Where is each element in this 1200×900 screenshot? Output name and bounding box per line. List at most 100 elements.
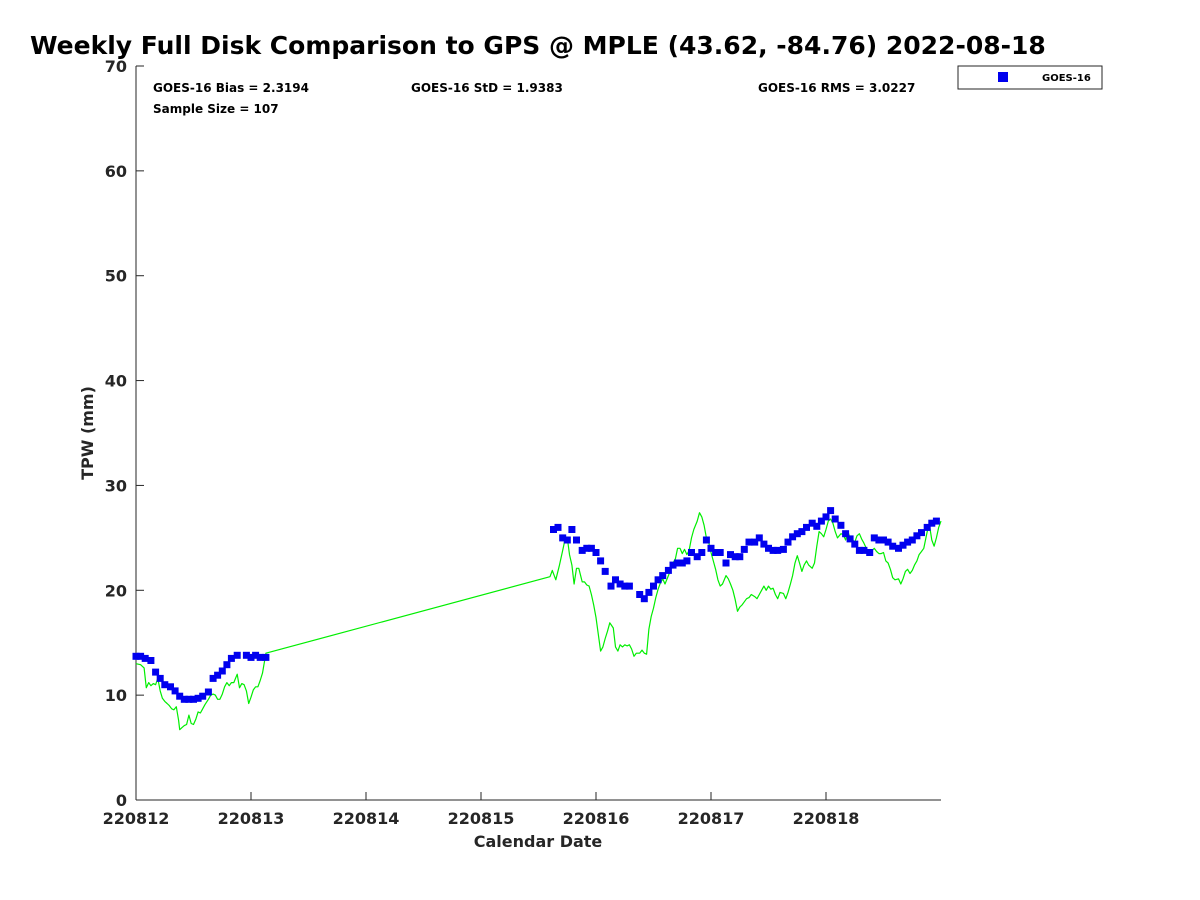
goes-16-point [846, 535, 854, 543]
goes-16-point [218, 667, 226, 675]
y-axis-label: TPW (mm) [78, 386, 97, 480]
goes-16-point [214, 671, 222, 679]
goes-16-point [860, 546, 868, 554]
goes-16-point [597, 557, 605, 565]
goes-16-point [233, 651, 241, 659]
legend: GOES-16 [957, 65, 1103, 90]
goes-16-point [550, 526, 557, 533]
plot-axes: 0 10 20 30 40 50 60 70 220812 220813 220814 220815 2… [103, 57, 941, 828]
goes-16-point [923, 523, 931, 531]
goes-16-point [242, 651, 250, 659]
goes-16-point [870, 534, 878, 542]
x-tick-label: 220817 [678, 809, 745, 828]
goes-16-point [156, 674, 164, 682]
goes-16-point [736, 553, 744, 561]
y-tick-label: 40 [105, 372, 127, 391]
goes-16-point [904, 538, 912, 546]
y-tick-label: 50 [105, 267, 127, 286]
goes-16-point [573, 536, 580, 544]
goes-16-point [654, 576, 662, 584]
goes-16-point [252, 651, 260, 659]
goes-16-point [774, 546, 782, 554]
gps-series [135, 512, 942, 731]
goes-16-point [712, 549, 720, 556]
goes-16-point [760, 540, 768, 548]
goes-16-point [199, 692, 207, 700]
goes-16-point [827, 507, 835, 515]
goes-16-point [813, 522, 821, 530]
goes-16-point [612, 576, 619, 584]
y-tick-label: 30 [105, 476, 127, 495]
goes-16-point [616, 580, 624, 588]
goes-16-point [899, 541, 907, 549]
goes-16-point [678, 559, 686, 567]
goes-16-point [731, 553, 739, 561]
goes-16-point [132, 652, 140, 660]
goes-16-point [601, 567, 609, 575]
goes-16-point [693, 553, 701, 561]
goes-16-point [167, 683, 174, 691]
x-tick-label: 220818 [793, 809, 860, 828]
goes-16-point [592, 549, 600, 556]
goes-16-point [152, 668, 160, 676]
goes-16-point [817, 517, 825, 525]
goes-16-point [928, 519, 936, 527]
goes-16-point [554, 523, 562, 531]
goes-16-point [740, 545, 748, 553]
goes-16-point [621, 582, 629, 590]
goes-16-point [842, 530, 850, 538]
goes-16-point [765, 544, 772, 552]
goes-16-point [913, 532, 921, 540]
goes-16-point [209, 674, 217, 682]
bias-stat: GOES-16 Bias = 2.3194 [153, 81, 309, 95]
goes-16-point [180, 695, 188, 703]
goes-16-point [161, 681, 169, 689]
goes-16-point [702, 536, 710, 544]
goes-16-point [698, 549, 706, 556]
goes-16-point [247, 653, 255, 661]
goes-16-point [578, 546, 586, 554]
y-tick-label: 10 [105, 686, 127, 705]
goes-16-point [831, 515, 839, 523]
goes-16-point [789, 533, 797, 541]
goes-16-point [190, 695, 197, 703]
goes-16-point [683, 557, 691, 565]
goes-16-point [688, 549, 695, 556]
goes-16-point [722, 559, 730, 567]
goes-16-point [194, 694, 202, 702]
x-tick-label: 220814 [333, 809, 400, 828]
goes-16-point [607, 582, 615, 590]
y-tick-label: 20 [105, 581, 127, 600]
goes-16-point [751, 538, 759, 546]
legend-label-goes-16: GOES-16 [1042, 73, 1091, 84]
goes-16-point [908, 536, 916, 544]
goes-16-point [625, 582, 633, 590]
goes-16-point [223, 661, 231, 669]
x-tick-label: 220813 [218, 809, 285, 828]
legend-box [957, 65, 1103, 90]
goes-16-point [583, 544, 591, 552]
goes-16-point [707, 544, 715, 552]
goes-16-point [262, 653, 270, 661]
goes-16-point [563, 536, 571, 544]
goes-16-point [674, 559, 682, 567]
goes-16-point [875, 536, 883, 544]
goes-16-point [895, 544, 902, 552]
goes-16-point [851, 540, 859, 548]
goes-16-point [640, 595, 648, 603]
y-tick-label: 70 [105, 57, 127, 76]
goes-16-point [185, 695, 193, 703]
x-tick-label: 220812 [103, 809, 170, 828]
goes-16-point [866, 549, 874, 556]
x-tick-label: 220815 [448, 809, 515, 828]
goes-16-point [147, 657, 155, 664]
goes-16-point [171, 687, 179, 695]
goes-16-point [636, 591, 644, 598]
goes-16-point [204, 688, 212, 696]
x-tick-label: 220816 [563, 809, 630, 828]
goes-16-point [822, 513, 830, 521]
std-stat: GOES-16 StD = 1.9383 [411, 81, 563, 95]
goes-16-point [745, 538, 753, 546]
goes-16-point [769, 546, 777, 554]
goes-16-point [932, 517, 940, 525]
